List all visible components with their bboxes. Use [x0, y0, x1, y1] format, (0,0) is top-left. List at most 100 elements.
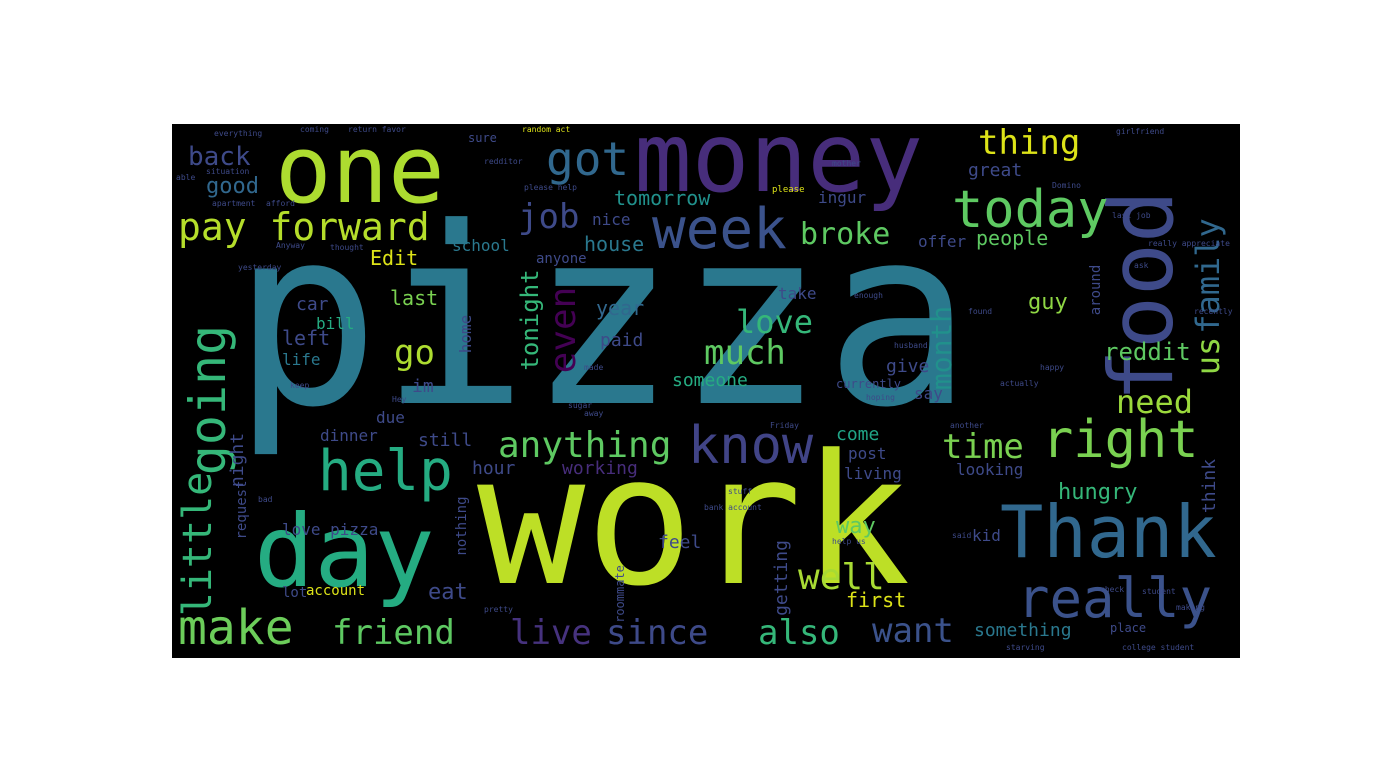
word-making: making — [1176, 603, 1205, 612]
word-work: work — [477, 417, 911, 626]
word-broke: broke — [800, 217, 891, 252]
word-also: also — [758, 613, 840, 653]
word-bill: bill — [316, 314, 355, 333]
word-working: working — [562, 458, 638, 479]
word-husband: husband — [894, 341, 928, 350]
word-check: check — [1100, 585, 1125, 594]
word-getting: getting — [771, 540, 792, 616]
word-everything: everything — [214, 129, 263, 138]
word-tonight: tonight — [516, 269, 544, 371]
word-sugar: sugar — [568, 401, 593, 410]
word-last: last — [390, 286, 439, 310]
word-thing: thing — [978, 124, 1081, 163]
word-college-student: college student — [1122, 643, 1195, 652]
word-money: money — [634, 124, 923, 214]
word-know: know — [688, 416, 814, 476]
word-due: due — [376, 408, 405, 427]
word-help: help — [318, 439, 453, 504]
word-since: since — [606, 613, 709, 653]
word-really: really — [1017, 567, 1213, 630]
word-going: going — [179, 324, 237, 476]
word-tomorrow: tomorrow — [614, 186, 711, 210]
word-another: another — [950, 421, 984, 430]
word-live: live — [510, 613, 592, 653]
word-well: well — [798, 557, 885, 598]
word-edit: Edit — [370, 246, 419, 270]
word-living: living — [844, 464, 902, 483]
word-us: us — [1189, 336, 1227, 376]
word-apartment: apartment — [212, 199, 256, 208]
word-ask: ask — [1134, 261, 1149, 270]
word-year: year — [596, 296, 645, 320]
word-reddit: reddit — [1104, 338, 1191, 366]
word-request: request — [234, 480, 250, 540]
word-anyone: anyone — [536, 251, 587, 267]
word-friday: Friday — [770, 421, 799, 430]
word-love: love — [736, 303, 814, 341]
word-want: want — [872, 611, 954, 651]
word-little: little — [175, 471, 221, 617]
word-im: im — [412, 376, 434, 397]
word-keep: keep — [290, 381, 310, 390]
word-currently: currently — [836, 377, 902, 391]
word-day: day — [254, 493, 435, 610]
word-car: car — [296, 294, 329, 315]
word-week: week — [652, 197, 787, 262]
word-thank: Thank — [1000, 490, 1217, 574]
word-domino: Domino — [1052, 181, 1081, 190]
word-come: come — [836, 424, 880, 445]
word-anything: anything — [498, 425, 672, 466]
word-life: life — [282, 350, 321, 369]
word-friend: friend — [332, 613, 455, 653]
word-left: left — [282, 326, 331, 350]
word-good: good — [206, 174, 259, 199]
word-go: go — [394, 333, 435, 373]
word-recently: recently — [1194, 307, 1233, 316]
word-sure: sure — [468, 131, 497, 145]
word-got: got — [546, 132, 630, 186]
word-school: school — [452, 236, 510, 255]
word-student: student — [1142, 587, 1176, 596]
word-stuff: stuff — [728, 487, 753, 496]
word-thought: thought — [330, 243, 364, 252]
word-starving: starving — [1006, 643, 1045, 652]
word-nice: nice — [592, 210, 631, 229]
word-lot: lot — [282, 585, 308, 601]
word-think: think — [1199, 458, 1220, 514]
word-last-job: last job — [1112, 211, 1151, 220]
word-today: today — [952, 180, 1109, 240]
word-say: say — [914, 384, 943, 403]
word-please: please — [772, 185, 805, 195]
word-people: people — [976, 226, 1049, 250]
word-really-appreciate: really appreciate — [1148, 239, 1230, 248]
word-take: take — [778, 284, 817, 303]
word-pretty: pretty — [484, 605, 513, 614]
word-mother: mother — [832, 159, 861, 168]
word-said: said — [952, 531, 972, 540]
word-pizza: pizza — [232, 176, 973, 462]
word-much: much — [704, 333, 786, 373]
word-dinner: dinner — [320, 426, 378, 445]
word-account: account — [306, 583, 366, 599]
word-first: first — [846, 588, 907, 612]
word-place: place — [1110, 621, 1147, 635]
word-one: one — [275, 124, 445, 225]
word-food: food — [1090, 190, 1193, 402]
word-yesterday: yesterday — [238, 263, 282, 272]
word-found: found — [968, 307, 993, 316]
word-offer: offer — [918, 232, 967, 251]
word-hungry: hungry — [1058, 480, 1138, 505]
word-bank-account: bank account — [704, 503, 762, 512]
word-month: month — [925, 305, 958, 391]
word-time: time — [942, 427, 1024, 467]
word-great: great — [968, 160, 1023, 181]
word-feel: feel — [658, 532, 702, 553]
word-need: need — [1116, 383, 1194, 421]
word-love-pizza: love pizza — [282, 520, 379, 539]
word-post: post — [848, 444, 887, 463]
word-anyway: Anyway — [276, 241, 305, 250]
word-redditor: redditor — [484, 157, 523, 166]
word-help-us: help us — [832, 537, 866, 546]
word-coming: coming — [300, 125, 329, 134]
word-way: way — [836, 514, 876, 539]
